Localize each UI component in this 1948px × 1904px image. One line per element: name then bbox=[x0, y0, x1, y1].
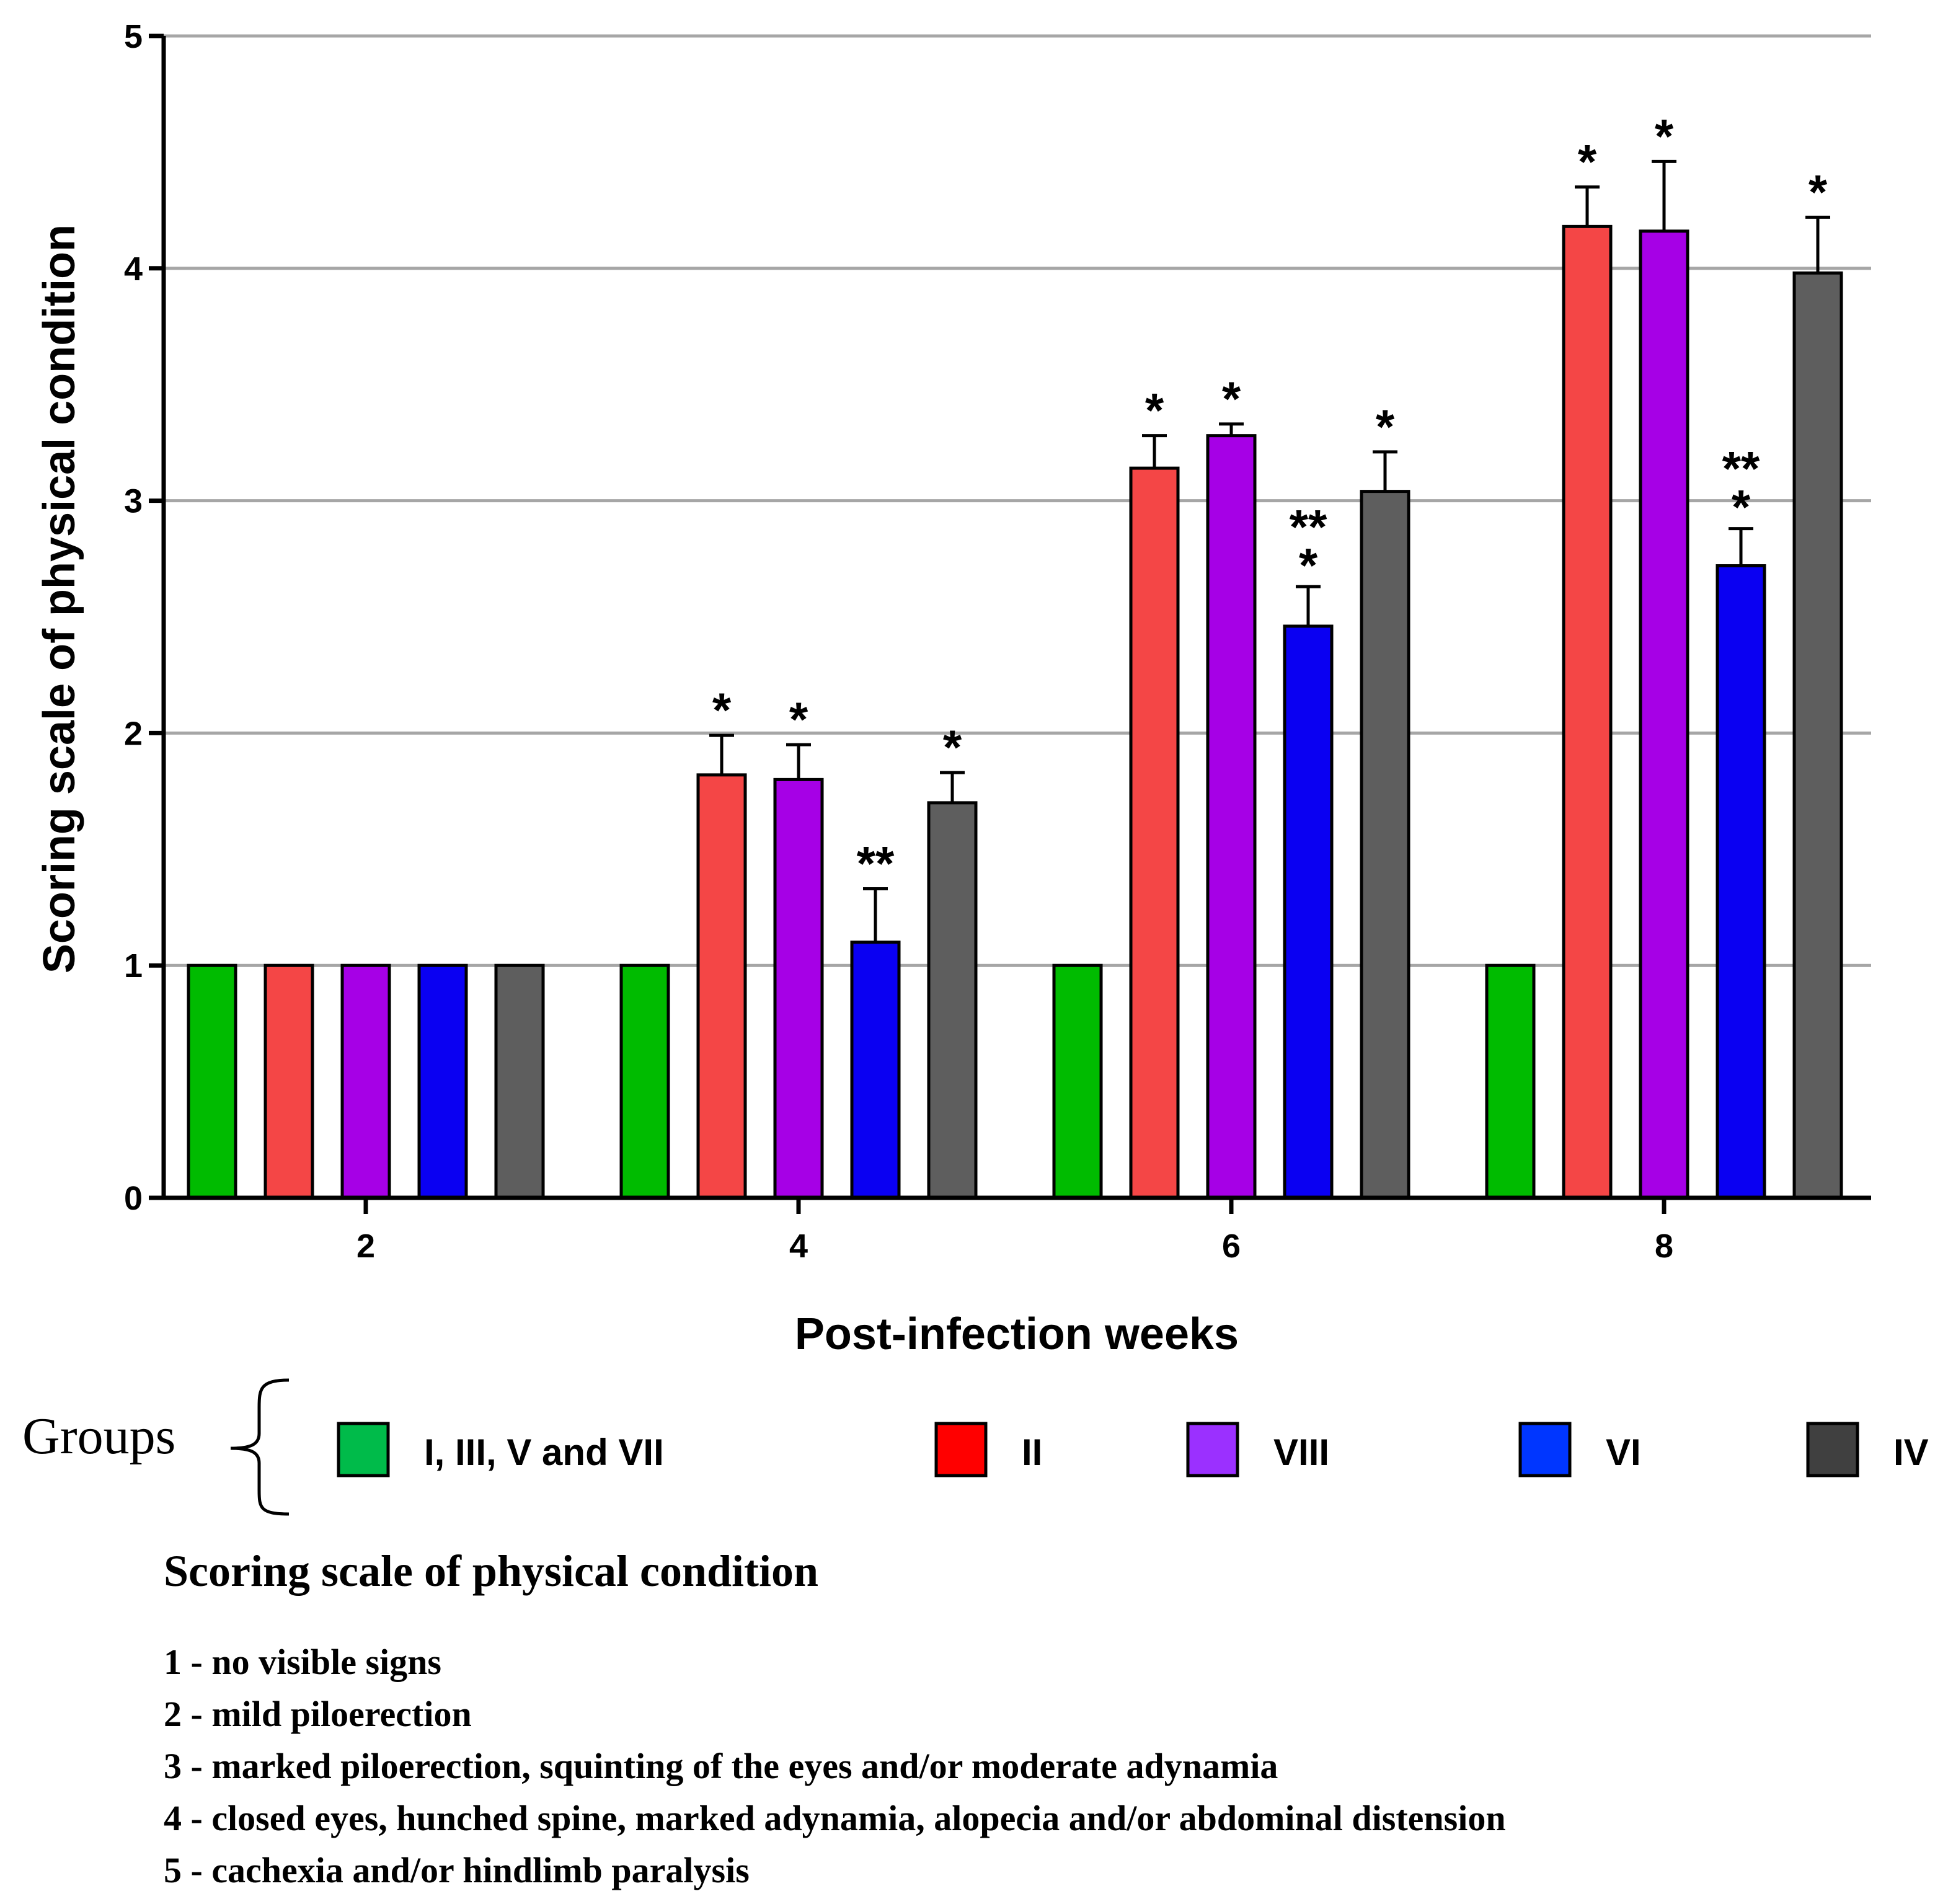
legend-swatch bbox=[1806, 1422, 1859, 1477]
bar bbox=[773, 777, 824, 1200]
bar bbox=[1485, 963, 1536, 1200]
bar-group: * bbox=[1206, 371, 1257, 1200]
scale-item: 3 - marked piloerection, squinting of th… bbox=[164, 1746, 1278, 1786]
scale-title: Scoring scale of physical condition bbox=[164, 1546, 818, 1596]
legend-swatch bbox=[1518, 1422, 1572, 1477]
bars: * ***** *** *** *** ** bbox=[187, 108, 1843, 1200]
bar-group: * bbox=[1360, 399, 1410, 1200]
bar bbox=[927, 801, 978, 1200]
legend-swatch bbox=[337, 1422, 390, 1477]
x-tick-label: 2 bbox=[356, 1228, 375, 1265]
y-tick-label: 5 bbox=[124, 18, 143, 55]
scoring-scale-annotation: Scoring scale of physical condition 1 - … bbox=[164, 1546, 1506, 1890]
bar-group bbox=[1485, 963, 1536, 1200]
legend-item: VI bbox=[1518, 1422, 1641, 1477]
legend-label: VI bbox=[1606, 1432, 1641, 1473]
legend: Groups I, III, V and VII II VIII VI IV bbox=[22, 1378, 1929, 1516]
legend-label: I, III, V and VII bbox=[424, 1432, 664, 1473]
bar bbox=[1283, 624, 1334, 1200]
significance-marker: * bbox=[712, 683, 732, 737]
x-tick-label: 8 bbox=[1655, 1228, 1673, 1265]
scale-item: 5 - cachexia and/or hindlimb paralysis bbox=[164, 1850, 750, 1890]
bar-group bbox=[417, 963, 468, 1200]
bar-group: * bbox=[927, 720, 978, 1200]
legend-title: Groups bbox=[22, 1407, 175, 1465]
bar-group bbox=[263, 963, 314, 1200]
x-tick-label: 6 bbox=[1222, 1228, 1241, 1265]
scale-item: 1 - no visible signs bbox=[164, 1642, 441, 1682]
bar-group: * bbox=[1639, 108, 1689, 1200]
significance-marker: * bbox=[943, 720, 962, 774]
significance-marker: ** * bbox=[1290, 499, 1327, 592]
legend-swatch bbox=[934, 1422, 988, 1477]
bar bbox=[187, 963, 237, 1200]
bar-group: * bbox=[773, 692, 824, 1200]
legend-item: IV bbox=[1806, 1422, 1929, 1477]
x-axis-title: Post-infection weeks bbox=[795, 1309, 1239, 1359]
bar bbox=[619, 963, 670, 1200]
bar-group: ** * bbox=[1716, 441, 1766, 1200]
bar-group: * bbox=[1129, 383, 1180, 1200]
scale-item: 4 - closed eyes, hunched spine, marked a… bbox=[164, 1798, 1506, 1838]
bar-group: * bbox=[1792, 164, 1843, 1200]
bar bbox=[494, 963, 545, 1200]
bar-group bbox=[340, 963, 391, 1200]
bar bbox=[1360, 490, 1410, 1200]
legend-item: II bbox=[934, 1422, 1042, 1477]
y-tick-label: 1 bbox=[124, 947, 143, 985]
legend-item: I, III, V and VII bbox=[337, 1422, 664, 1477]
y-tick-label: 2 bbox=[124, 715, 143, 752]
bar bbox=[417, 963, 468, 1200]
significance-marker: * bbox=[1809, 164, 1828, 219]
bar bbox=[850, 941, 901, 1200]
bar bbox=[1716, 564, 1766, 1200]
bar bbox=[1639, 229, 1689, 1200]
significance-marker: * bbox=[1145, 383, 1164, 438]
y-axis-title: Scoring scale of physical condition bbox=[35, 224, 84, 973]
bar-group: ** bbox=[850, 836, 901, 1200]
bar bbox=[340, 963, 391, 1200]
significance-marker: ** bbox=[857, 836, 895, 891]
bar bbox=[696, 773, 747, 1200]
y-tick-label: 0 bbox=[124, 1180, 143, 1217]
bar bbox=[1206, 434, 1257, 1200]
bar bbox=[1792, 271, 1843, 1200]
legend-item: VIII bbox=[1186, 1422, 1329, 1477]
legend-brace bbox=[230, 1378, 290, 1516]
significance-marker: ** * bbox=[1722, 441, 1760, 534]
significance-marker: * bbox=[1222, 371, 1241, 426]
bar bbox=[263, 963, 314, 1200]
significance-marker: * bbox=[1655, 108, 1674, 163]
x-tick-label: 4 bbox=[789, 1228, 808, 1265]
bar-group bbox=[187, 963, 237, 1200]
bar-group: * bbox=[1562, 135, 1613, 1200]
significance-marker: * bbox=[789, 692, 808, 746]
bar-group: ** * bbox=[1283, 499, 1334, 1200]
significance-marker: * bbox=[1578, 135, 1597, 189]
significance-marker: * bbox=[1376, 399, 1395, 454]
y-ticks: 0 1 2 3 4 5 bbox=[124, 18, 164, 1217]
gridlines bbox=[164, 34, 1871, 967]
bar-group: * bbox=[696, 683, 747, 1200]
bar-group bbox=[619, 963, 670, 1200]
y-tick-label: 4 bbox=[124, 250, 143, 288]
bar bbox=[1052, 963, 1103, 1200]
bar bbox=[1562, 224, 1613, 1200]
y-tick-label: 3 bbox=[124, 483, 143, 520]
bar-group bbox=[494, 963, 545, 1200]
legend-label: IV bbox=[1893, 1432, 1929, 1473]
axes bbox=[161, 36, 1871, 1200]
legend-swatch bbox=[1186, 1422, 1239, 1477]
legend-label: VIII bbox=[1273, 1432, 1329, 1473]
bar bbox=[1129, 466, 1180, 1200]
x-ticks: 2 4 6 8 bbox=[356, 1198, 1673, 1265]
legend-label: II bbox=[1022, 1432, 1042, 1473]
bar-group bbox=[1052, 963, 1103, 1200]
scale-item: 2 - mild piloerection bbox=[164, 1694, 472, 1734]
